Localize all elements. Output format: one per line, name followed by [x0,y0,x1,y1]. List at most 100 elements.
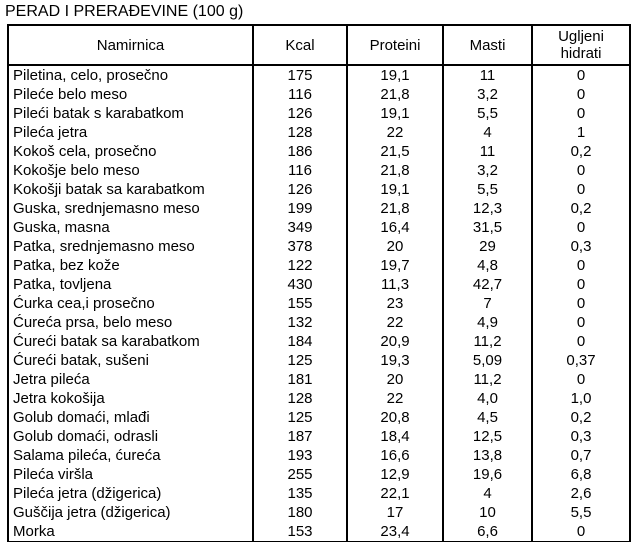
cell-value: 19,6 [442,465,533,484]
table-row: Golub domaći, mlađi 125 20,8 4,5 0,2 [7,408,631,427]
cell-value: 181 [252,370,348,389]
cell-food-name: Ćureći batak, sušeni [7,351,254,370]
cell-food-name: Golub domaći, mlađi [7,408,254,427]
cell-value: 22 [346,123,444,142]
cell-food-name: Ćurka cea,i prosečno [7,294,254,313]
cell-value: 0 [531,85,631,104]
table-row: Golub domaći, odrasli 187 18,4 12,5 0,3 [7,427,631,446]
cell-value: 11,3 [346,275,444,294]
cell-food-name: Guščija jetra (džigerica) [7,503,254,522]
cell-value: 19,1 [346,104,444,123]
cell-food-name: Pileće belo meso [7,85,254,104]
cell-value: 10 [442,503,533,522]
cell-value: 21,8 [346,161,444,180]
table-row: Jetra kokošija 128 22 4,0 1,0 [7,389,631,408]
cell-value: 0,3 [531,427,631,446]
cell-value: 0,3 [531,237,631,256]
cell-value: 19,1 [346,180,444,199]
cell-value: 1 [531,123,631,142]
cell-food-name: Pileći batak s karabatkom [7,104,254,123]
cell-value: 0 [531,522,631,542]
cell-value: 21,5 [346,142,444,161]
cell-value: 0 [531,256,631,275]
cell-value: 2,6 [531,484,631,503]
table-row: Ćureći batak, sušeni 125 19,3 5,09 0,37 [7,351,631,370]
cell-value: 184 [252,332,348,351]
cell-value: 18,4 [346,427,444,446]
table-row: Pileći batak s karabatkom 126 19,1 5,5 0 [7,104,631,123]
table-row: Ćurka cea,i prosečno 155 23 7 0 [7,294,631,313]
cell-value: 4,0 [442,389,533,408]
cell-value: 4 [442,484,533,503]
cell-value: 22,1 [346,484,444,503]
cell-food-name: Kokoš cela, prosečno [7,142,254,161]
cell-value: 0,2 [531,142,631,161]
cell-value: 4 [442,123,533,142]
table-header: Namirnica Kcal Proteini Masti Ugljeni hidrat… [7,24,631,66]
cell-value: 0 [531,313,631,332]
nutrition-table: Namirnica Kcal Proteini Masti Ugljeni hidrat… [7,24,631,542]
column-header-2: Proteini [346,24,444,66]
cell-value: 6,6 [442,522,533,542]
cell-value: 125 [252,408,348,427]
cell-value: 0,2 [531,199,631,218]
table-row: Kokošje belo meso 116 21,8 3,2 0 [7,161,631,180]
cell-food-name: Patka, srednjemasno meso [7,237,254,256]
cell-food-name: Guska, masna [7,218,254,237]
cell-value: 19,1 [346,65,444,85]
cell-value: 126 [252,104,348,123]
cell-food-name: Ćureći batak sa karabatkom [7,332,254,351]
cell-value: 199 [252,199,348,218]
cell-value: 3,2 [442,85,533,104]
cell-food-name: Salama pileća, ćureća [7,446,254,465]
table-row: Jetra pileća 181 20 11,2 0 [7,370,631,389]
table-row: Pileća viršla 255 12,9 19,6 6,8 [7,465,631,484]
cell-value: 22 [346,313,444,332]
cell-value: 4,8 [442,256,533,275]
cell-food-name: Morka [7,522,254,542]
header-row: Namirnica Kcal Proteini Masti Ugljeni hidrat… [7,24,631,66]
cell-value: 20 [346,237,444,256]
cell-value: 11,2 [442,370,533,389]
column-header-0: Namirnica [7,24,254,66]
cell-food-name: Ćureća prsa, belo meso [7,313,254,332]
column-header-3: Masti [442,24,533,66]
table-row: Pileće belo meso 116 21,8 3,2 0 [7,85,631,104]
table-row: Guska, masna 349 16,4 31,5 0 [7,218,631,237]
cell-food-name: Jetra pileća [7,370,254,389]
cell-food-name: Pileća jetra [7,123,254,142]
cell-value: 4,9 [442,313,533,332]
cell-value: 0 [531,161,631,180]
cell-food-name: Pileća viršla [7,465,254,484]
cell-value: 0 [531,275,631,294]
table-row: Guska, srednjemasno meso 199 21,8 12,3 0,2 [7,199,631,218]
cell-value: 153 [252,522,348,542]
cell-value: 12,5 [442,427,533,446]
cell-value: 0 [531,65,631,85]
cell-value: 187 [252,427,348,446]
cell-value: 5,5 [442,180,533,199]
cell-value: 5,5 [531,503,631,522]
cell-value: 0 [531,218,631,237]
cell-food-name: Patka, bez kože [7,256,254,275]
table-row: Kokošji batak sa karabatkom 126 19,1 5,5 0 [7,180,631,199]
cell-value: 128 [252,123,348,142]
table-row: Pileća jetra 128 22 4 1 [7,123,631,142]
cell-value: 3,2 [442,161,533,180]
cell-value: 0 [531,332,631,351]
cell-value: 19,3 [346,351,444,370]
cell-value: 1,0 [531,389,631,408]
cell-value: 19,7 [346,256,444,275]
cell-value: 20,9 [346,332,444,351]
table-row: Patka, tovljena 430 11,3 42,7 0 [7,275,631,294]
cell-value: 0,7 [531,446,631,465]
cell-food-name: Pileća jetra (džigerica) [7,484,254,503]
cell-value: 5,5 [442,104,533,123]
cell-value: 16,4 [346,218,444,237]
table-row: Patka, bez kože 122 19,7 4,8 0 [7,256,631,275]
cell-food-name: Golub domaći, odrasli [7,427,254,446]
column-header-1: Kcal [252,24,348,66]
cell-value: 22 [346,389,444,408]
cell-value: 20 [346,370,444,389]
